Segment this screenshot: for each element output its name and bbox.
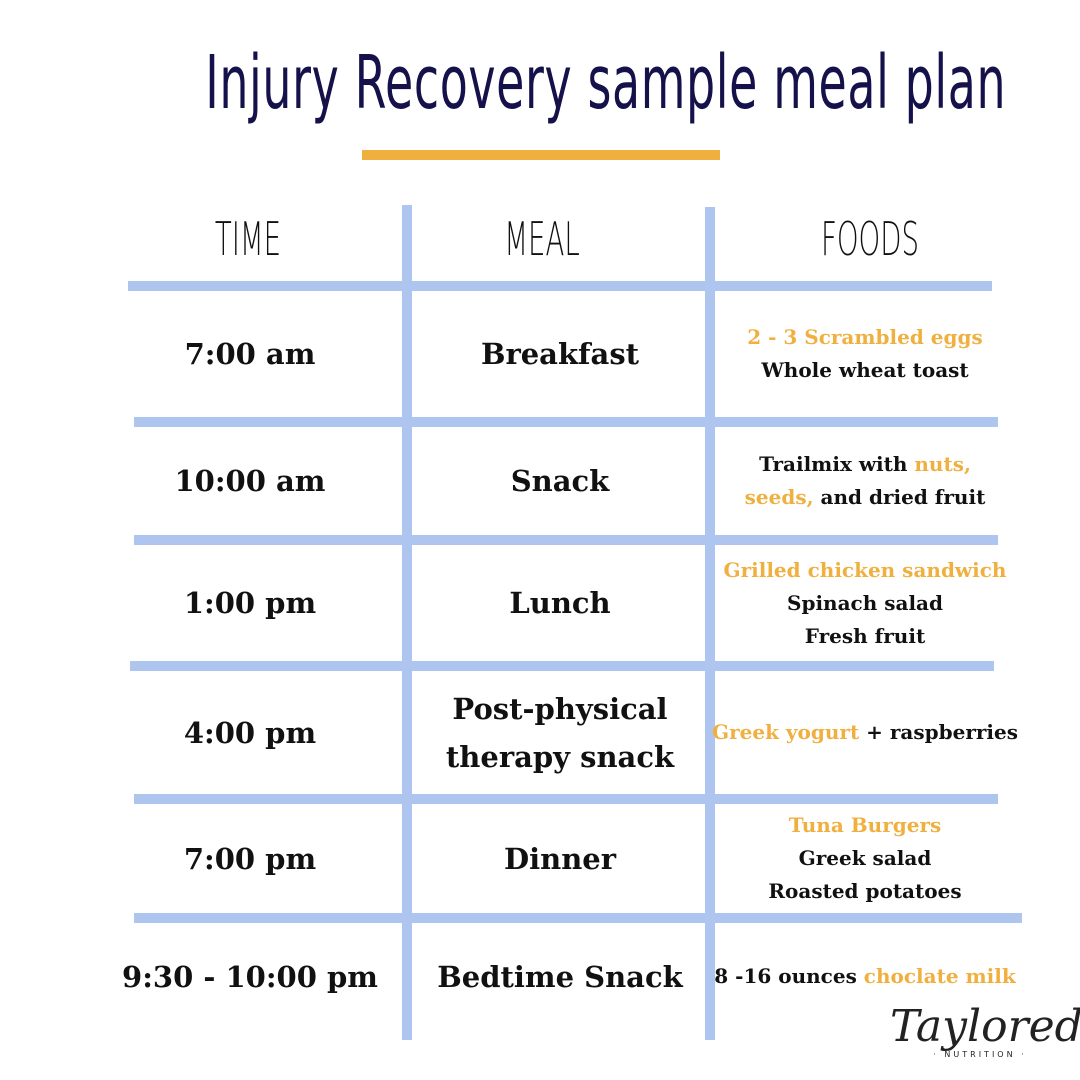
grid-horizontal-line (134, 535, 998, 545)
grid-vertical-line (705, 207, 715, 1040)
foods-cell: 2 - 3 Scrambled eggs Whole wheat toast (715, 291, 1015, 417)
food-highlight: Greek yogurt (712, 720, 860, 744)
food-text: Roasted potatoes (768, 879, 962, 903)
grid-horizontal-line (134, 794, 998, 804)
meal-cell: Breakfast (412, 291, 708, 417)
time-cell: 1:00 pm (120, 545, 380, 661)
header-foods: FOODS (820, 212, 920, 266)
meal-cell: Post-physical therapy snack (412, 671, 708, 794)
time-text: 10:00 am (174, 464, 326, 498)
foods-cell: 8 -16 ounces choclate milk (714, 923, 1015, 1030)
grid-horizontal-line (130, 661, 994, 671)
food-line: Roasted potatoes (768, 875, 961, 908)
meal-cell: Bedtime Snack (412, 923, 708, 1030)
grid-horizontal-line (134, 417, 998, 427)
meal-text: Post-physical (452, 691, 668, 726)
time-text: 9:30 - 10:00 pm (122, 959, 378, 994)
logo-subtitle: · NUTRITION · (933, 1050, 1027, 1059)
header-meal: MEAL (504, 212, 580, 266)
food-line: Fresh fruit (805, 620, 925, 653)
meal-text: Breakfast (480, 337, 640, 371)
food-line: seeds, and dried fruit (745, 481, 986, 514)
time-text: 7:00 am (184, 337, 316, 371)
meal-cell: Dinner (412, 804, 708, 913)
meal-cell: Snack (412, 427, 708, 535)
header-time: TIME (214, 212, 282, 266)
time-cell: 4:00 pm (120, 671, 380, 794)
logo-wordmark: Taylored (890, 1001, 1080, 1052)
food-text: + raspberries (859, 720, 1018, 744)
foods-cell: Trailmix with nuts, seeds, and dried frui… (715, 427, 1015, 535)
time-cell: 9:30 - 10:00 pm (120, 923, 380, 1030)
food-text: and dried fruit (813, 485, 986, 509)
food-text: 8 -16 ounces (714, 964, 864, 988)
food-text: Spinach salad (787, 590, 943, 615)
food-highlight: seeds, (744, 485, 814, 509)
time-text: 1:00 pm (183, 586, 317, 620)
meal-text: Bedtime Snack (437, 959, 683, 994)
foods-cell: Grilled chicken sandwich Spinach salad Fre… (715, 545, 1015, 661)
food-highlight: Grilled chicken sandwich (723, 557, 1007, 582)
meal-cell: Lunch (412, 545, 708, 661)
food-text: Trailmix with (759, 452, 915, 476)
meal-text: Lunch (509, 586, 611, 620)
page-title: Injury Recovery sample meal plan (205, 40, 1007, 126)
grid-horizontal-line (128, 281, 992, 291)
foods-cell: Greek yogurt + raspberries (712, 671, 1018, 794)
food-line: 2 - 3 Scrambled eggs (747, 321, 983, 354)
food-highlight: choclate milk (863, 964, 1016, 988)
taylored-nutrition-logo: Taylored · NUTRITION · (890, 1001, 1080, 1060)
food-line: Greek yogurt + raspberries (712, 716, 1018, 749)
food-highlight: 2 - 3 Scrambled eggs (747, 325, 983, 349)
title-underline (362, 150, 720, 160)
grid-vertical-line (402, 205, 412, 1040)
time-cell: 7:00 am (120, 291, 380, 417)
food-text: Fresh fruit (804, 623, 926, 648)
food-line: Grilled chicken sandwich (724, 554, 1007, 587)
food-text: Greek salad (798, 846, 932, 870)
food-line: Spinach salad (787, 587, 943, 620)
time-text: 4:00 pm (183, 715, 317, 750)
foods-cell: Tuna Burgers Greek salad Roasted potatoes (715, 804, 1015, 913)
grid-horizontal-line (134, 913, 1022, 923)
meal-text: therapy snack (445, 739, 675, 774)
food-line: 8 -16 ounces choclate milk (714, 960, 1015, 993)
time-cell: 7:00 pm (120, 804, 380, 913)
food-line: Tuna Burgers (789, 809, 942, 842)
food-highlight: Tuna Burgers (788, 813, 942, 837)
food-line: Whole wheat toast (761, 354, 968, 387)
time-cell: 10:00 am (120, 427, 380, 535)
food-highlight: nuts, (914, 452, 971, 476)
meal-text: Snack (510, 464, 610, 498)
food-line: Greek salad (799, 842, 932, 875)
food-line: Trailmix with nuts, (759, 448, 971, 481)
meal-text: Dinner (503, 841, 617, 876)
time-text: 7:00 pm (183, 841, 317, 876)
food-text: Whole wheat toast (761, 358, 969, 382)
